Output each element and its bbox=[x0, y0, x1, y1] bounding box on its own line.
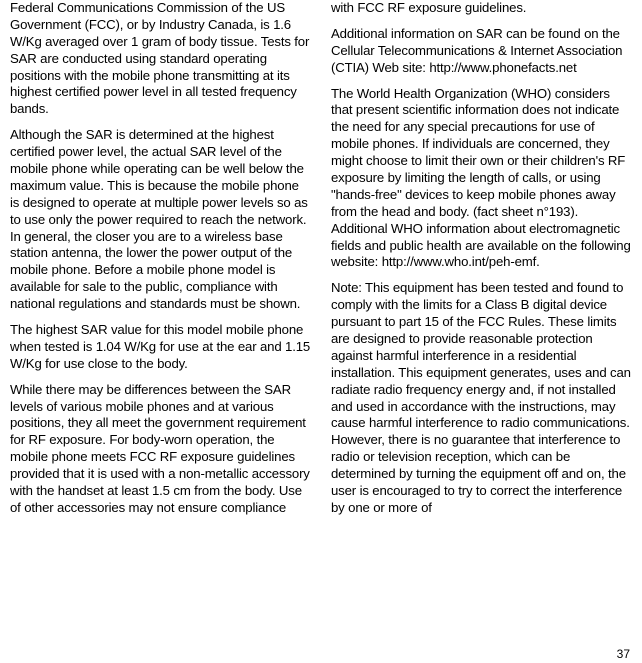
body-paragraph: Federal Communications Commission of the… bbox=[10, 0, 311, 118]
body-paragraph: The World Health Organization (WHO) cons… bbox=[331, 86, 632, 272]
left-column: Federal Communications Commission of the… bbox=[10, 0, 311, 526]
body-paragraph: Although the SAR is determined at the hi… bbox=[10, 127, 311, 313]
right-column: with FCC RF exposure guidelines. Additio… bbox=[331, 0, 632, 526]
body-paragraph: The highest SAR value for this model mob… bbox=[10, 322, 311, 373]
page-number: 37 bbox=[617, 647, 630, 661]
body-paragraph: with FCC RF exposure guidelines. bbox=[331, 0, 632, 17]
page-content: Federal Communications Commission of the… bbox=[0, 0, 642, 526]
body-paragraph: Additional information on SAR can be fou… bbox=[331, 26, 632, 77]
body-paragraph: While there may be differences between t… bbox=[10, 382, 311, 517]
body-paragraph: Note: This equipment has been tested and… bbox=[331, 280, 632, 516]
